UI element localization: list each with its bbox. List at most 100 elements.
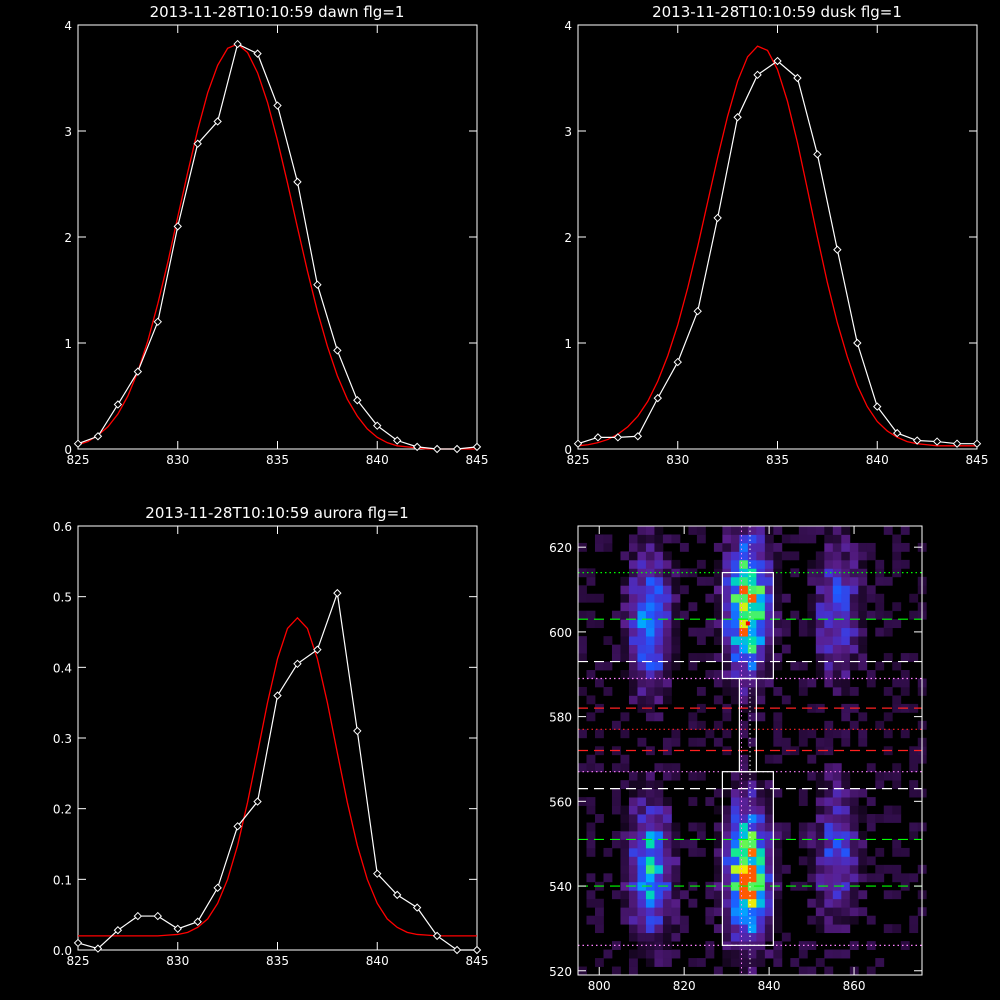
image-pixel <box>739 653 749 662</box>
image-pixel <box>747 932 757 942</box>
image-pixel <box>645 822 655 832</box>
aurora-ytick-label: 0.0 <box>53 944 72 958</box>
image-pixel <box>705 907 715 917</box>
image-pixel <box>645 610 655 620</box>
image-pixel <box>611 763 621 773</box>
image-pixel <box>645 526 655 535</box>
image-pixel <box>671 856 681 866</box>
image-pixel <box>858 788 868 798</box>
image-pixel <box>764 797 774 806</box>
image-pixel <box>628 542 638 552</box>
image-pixel <box>773 754 783 764</box>
image-pixel <box>722 856 732 866</box>
image-pixel <box>747 814 757 823</box>
image-pixel <box>892 703 902 713</box>
image-pixel <box>722 534 732 544</box>
image-pixel <box>824 890 834 900</box>
image-pixel <box>849 602 859 612</box>
image-pixel <box>662 644 672 654</box>
image-pixel <box>815 585 825 595</box>
image-pixel <box>662 763 672 773</box>
image-pixel <box>688 847 698 857</box>
image-pixel <box>654 670 664 679</box>
image-pixel <box>747 822 757 832</box>
image-pixel <box>654 695 664 705</box>
image-pixel <box>832 534 842 544</box>
image-pixel <box>773 924 783 934</box>
image-pixel <box>764 898 774 908</box>
image-pixel <box>849 814 859 823</box>
image-pixel <box>713 830 723 840</box>
image-pixel <box>824 830 834 840</box>
image-pixel <box>781 695 791 705</box>
image-pixel <box>892 839 902 849</box>
image-pixel <box>620 873 630 883</box>
image-pixel <box>892 847 902 857</box>
image-pixel <box>628 949 638 959</box>
image-pixel <box>611 830 621 840</box>
image-pixel <box>637 797 647 806</box>
image-pixel <box>832 551 842 561</box>
image-pixel <box>841 847 851 857</box>
image-pixel <box>730 695 740 705</box>
image-pixel <box>773 847 783 857</box>
image-pixel <box>832 602 842 612</box>
image-pixel <box>586 805 596 815</box>
image-pixel <box>620 670 630 679</box>
image-pixel <box>747 737 757 747</box>
image-pixel <box>722 890 732 900</box>
image-pixel <box>815 780 825 790</box>
image-pixel <box>662 551 672 561</box>
image-pixel <box>594 958 604 967</box>
image-pixel <box>832 686 842 696</box>
image-pixel <box>645 873 655 883</box>
image-pixel <box>824 822 834 832</box>
image-pixel <box>730 644 740 654</box>
image-pixel <box>773 653 783 662</box>
image-pixel <box>654 526 664 535</box>
image-pixel <box>662 568 672 578</box>
image-pixel <box>773 958 783 967</box>
image-pixel <box>654 958 664 967</box>
image-pixel <box>756 797 766 806</box>
image-pixel <box>671 568 681 578</box>
image-pixel <box>764 780 774 790</box>
image-pixel <box>722 864 732 874</box>
image-pixel <box>815 619 825 629</box>
image-pixel <box>815 873 825 883</box>
image-pixel <box>866 763 876 773</box>
image-pixel <box>841 534 851 544</box>
dawn-data-point <box>233 39 242 49</box>
image-pixel <box>739 542 749 552</box>
image-pixel <box>654 932 664 942</box>
image-pixel <box>654 830 664 840</box>
image-pixel <box>764 636 774 646</box>
image-pixel <box>654 585 664 595</box>
image-pixel <box>841 780 851 790</box>
image-pixel <box>688 526 698 535</box>
image-pixel <box>722 924 732 934</box>
image-pixel <box>637 780 647 790</box>
image-pixel <box>773 890 783 900</box>
image-pixel <box>756 873 766 883</box>
image-pixel <box>730 830 740 840</box>
dusk-data-point <box>873 402 882 411</box>
image-xtick-label: 840 <box>758 979 781 993</box>
image-pixel <box>764 830 774 840</box>
image-pixel <box>654 924 664 934</box>
image-pixel <box>645 771 655 781</box>
image-pixel <box>756 856 766 866</box>
image-pixel <box>756 576 766 586</box>
image-pixel <box>739 763 749 773</box>
image-pixel <box>722 839 732 849</box>
image-pixel <box>628 797 638 806</box>
image-pixel <box>815 559 825 569</box>
image-pixel <box>620 890 630 900</box>
image-pixel <box>722 610 732 620</box>
image-pixel <box>781 932 791 942</box>
image-pixel <box>654 686 664 696</box>
dawn-ytick-label: 2 <box>64 231 72 245</box>
image-pixel <box>594 915 604 925</box>
image-pixel <box>747 890 757 900</box>
image-pixel <box>773 830 783 840</box>
